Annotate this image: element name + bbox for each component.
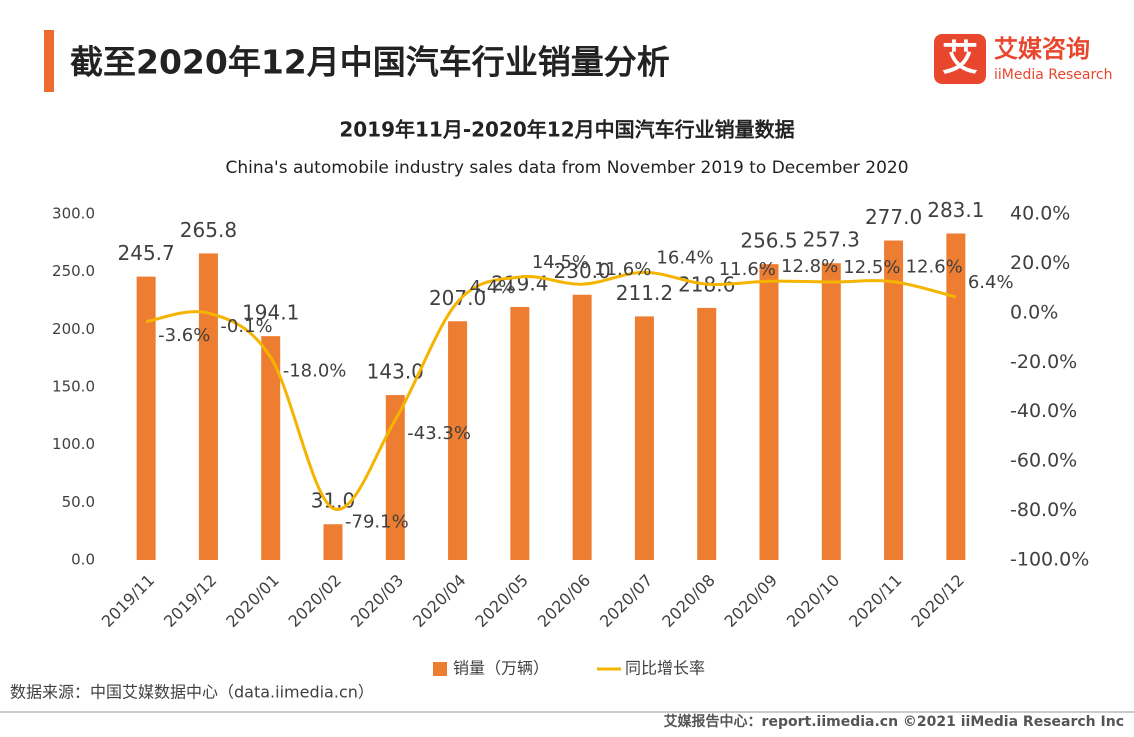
line-value-label: 12.5% <box>843 257 900 278</box>
x-tick-label: 2020/05 <box>471 571 531 631</box>
line <box>145 270 957 511</box>
line-value-label: 6.4% <box>968 272 1014 293</box>
x-tick-label: 2020/02 <box>285 571 345 631</box>
y-tick-label: 150.0 <box>52 378 95 396</box>
x-tick-label: 2020/06 <box>534 571 594 631</box>
y2-tick-label: -40.0% <box>1010 400 1077 422</box>
bar <box>759 264 779 560</box>
bar-value-label: 245.7 <box>118 241 175 265</box>
bar <box>634 316 654 560</box>
y-tick-label: 250.0 <box>52 262 95 280</box>
bar-value-label: 219.4 <box>491 271 548 295</box>
y-tick-label: 0.0 <box>71 551 95 569</box>
source: 数据来源：中国艾媒数据中心（data.iimedia.cn） <box>10 683 374 702</box>
x-tick-label: 2020/07 <box>596 571 656 631</box>
y2-tick-label: -60.0% <box>1010 450 1077 472</box>
y2-tick-label: 0.0% <box>1010 301 1058 323</box>
bar <box>697 307 717 560</box>
bar <box>946 233 966 560</box>
line-value-label: -0.1% <box>220 316 272 337</box>
x-tick-label: 2020/12 <box>907 571 967 631</box>
page-title: 截至2020年12月中国汽车行业销量分析 <box>70 43 670 82</box>
logo-mark: 艾 <box>942 38 978 79</box>
line-value-label: 14.5% <box>532 252 589 273</box>
chart-subtitle: China's automobile industry sales data f… <box>225 158 908 178</box>
bar <box>323 524 343 560</box>
x-tick-label: 2019/11 <box>98 571 158 631</box>
legend-label: 同比增长率 <box>625 659 705 678</box>
y2-tick-label: 20.0% <box>1010 252 1070 274</box>
bar <box>261 336 281 560</box>
x-tick-label: 2020/04 <box>409 571 469 631</box>
bar-value-label: 277.0 <box>865 205 922 229</box>
bar-value-label: 265.8 <box>180 218 237 242</box>
bar <box>385 395 405 560</box>
bar-value-label: 211.2 <box>616 281 673 305</box>
x-tick-label: 2020/03 <box>347 571 407 631</box>
chart-title: 2019年11月-2020年12月中国汽车行业销量数据 <box>339 118 794 142</box>
line-value-label: 16.4% <box>656 247 713 268</box>
bar-value-label: 256.5 <box>740 229 797 253</box>
line-value-label: -18.0% <box>283 360 347 381</box>
line-value-label: 12.6% <box>906 257 963 278</box>
x-tick-label: 2020/08 <box>658 571 718 631</box>
y-tick-label: 200.0 <box>52 320 95 338</box>
line-value-label: 4.4% <box>470 277 516 298</box>
line-value-label: 11.6% <box>594 259 651 280</box>
x-tick-label: 2020/11 <box>845 571 905 631</box>
x-tick-label: 2019/12 <box>160 571 220 631</box>
legend-swatch <box>433 662 447 676</box>
legend-label: 销量（万辆） <box>453 659 549 678</box>
line-value-label: 12.8% <box>781 256 838 277</box>
bar <box>198 253 218 560</box>
y-tick-label: 50.0 <box>62 493 95 511</box>
bar <box>448 321 468 560</box>
bar <box>510 306 530 560</box>
bar <box>136 276 156 560</box>
bar <box>821 263 841 560</box>
logo-name: 艾媒咨询 <box>994 35 1090 63</box>
y-tick-label: 100.0 <box>52 435 95 453</box>
bar-value-label: 257.3 <box>803 228 860 252</box>
line-value-label: -79.1% <box>345 511 409 532</box>
x-tick-label: 2020/01 <box>222 571 282 631</box>
line-value-label: -3.6% <box>158 325 210 346</box>
logo-name-en: iiMedia Research <box>994 67 1113 83</box>
y2-tick-label: -100.0% <box>1010 549 1089 571</box>
line-value-label: -43.3% <box>407 423 471 444</box>
copyright: 艾媒报告中心：report.iimedia.cn ©2021 iiMedia R… <box>664 713 1124 730</box>
logo-mark-bg <box>934 34 986 84</box>
x-tick-label: 2020/10 <box>783 571 843 631</box>
bar-value-label: 194.1 <box>242 301 299 325</box>
bar <box>884 240 904 560</box>
y2-tick-label: 40.0% <box>1010 203 1070 225</box>
title-accent <box>44 30 54 92</box>
bar-value-label: 230.0 <box>554 259 611 283</box>
y-tick-label: 300.0 <box>52 205 95 223</box>
bar <box>572 294 592 560</box>
x-tick-label: 2020/09 <box>721 571 781 631</box>
y2-tick-label: -20.0% <box>1010 351 1077 373</box>
line-value-label: 11.6% <box>719 259 776 280</box>
y2-tick-label: -80.0% <box>1010 499 1077 521</box>
bar-value-label: 283.1 <box>927 198 984 222</box>
bar-value-label: 207.0 <box>429 286 486 310</box>
